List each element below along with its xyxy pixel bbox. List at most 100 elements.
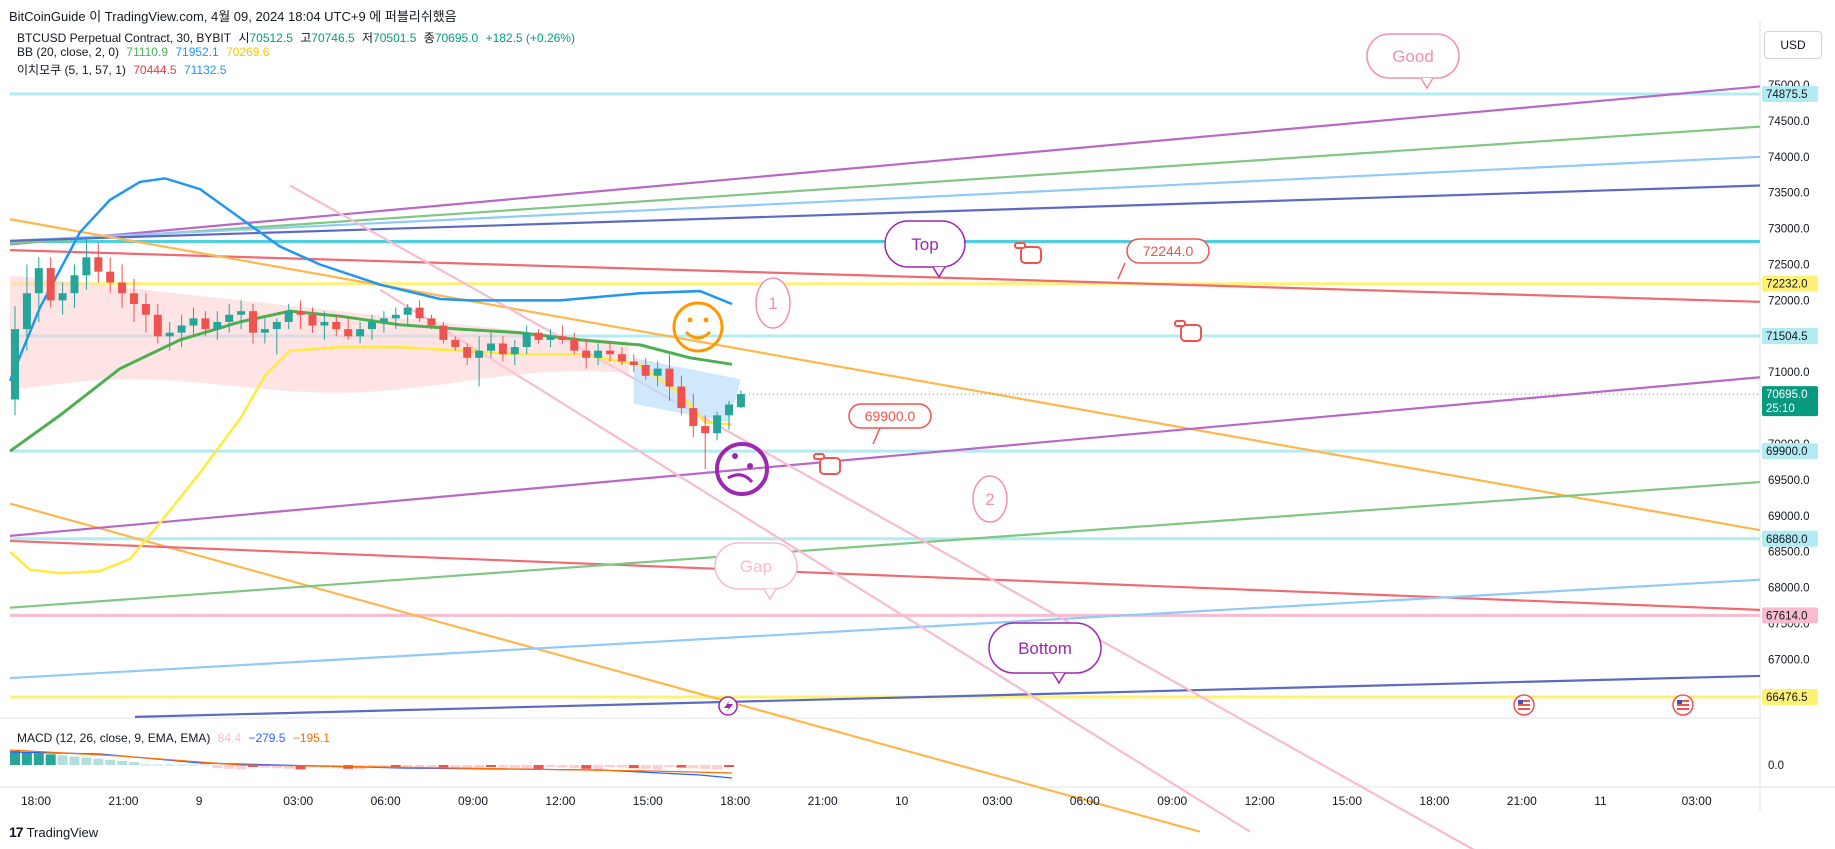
candle-body: [558, 336, 567, 340]
happy-face-eye: [703, 317, 709, 323]
price-tick-label: 74000.0: [1768, 152, 1810, 164]
flag-canton: [1677, 700, 1682, 704]
macd-histogram-bar: [557, 765, 568, 768]
macd-histogram-bar: [390, 765, 401, 769]
macd-histogram-bar: [700, 765, 711, 769]
price-tick-label: 68500.0: [1768, 547, 1810, 559]
open-value: 70512.5: [249, 31, 293, 45]
trend-line: [9, 249, 1761, 303]
callout-69900: 69900.0: [848, 403, 932, 429]
price-label-text: 66476.5: [1766, 692, 1808, 704]
flag-stripe: [1677, 700, 1689, 702]
sad-face-outline: [715, 442, 769, 496]
callout-bottom-text: Bottom: [1018, 639, 1072, 658]
price-label-text: 71504.5: [1766, 331, 1808, 343]
macd-histogram-bar: [10, 751, 20, 765]
time-tick-label: 12:00: [1245, 794, 1275, 808]
candle-body: [534, 332, 543, 340]
candle-body: [201, 318, 210, 330]
macd-histogram-bar: [640, 765, 651, 769]
trend-line: [289, 184, 1475, 849]
tradingview-logo-icon: 17: [9, 824, 24, 840]
high-value: 70746.5: [311, 31, 355, 45]
candle-body: [225, 314, 234, 322]
time-tick-label: 03:00: [283, 794, 313, 808]
candle-body: [641, 365, 650, 376]
macd-histogram-bar: [21, 752, 32, 765]
callout-good-text: Good: [1392, 47, 1434, 66]
candle-body: [403, 307, 412, 315]
candle-body: [689, 408, 698, 427]
time-tick-label: 9: [196, 794, 203, 808]
trend-line: [9, 125, 1761, 245]
callout-2-box: [972, 475, 1008, 523]
candle-body: [368, 321, 376, 330]
candle-body: [70, 275, 79, 294]
publisher-line: BitCoinGuide 이 TradingView.com, 4월 09, 2…: [9, 9, 457, 24]
callout-bottom-box: [988, 622, 1102, 674]
trend-line: [379, 288, 1251, 833]
callout-72244-pointer: [1117, 262, 1126, 280]
trend-line: [9, 480, 1761, 609]
sad-face-mouth: [727, 473, 754, 484]
time-tick-label: 09:00: [458, 794, 488, 808]
callout-gap-box: [714, 542, 798, 590]
price-tick-label: 73000.0: [1768, 224, 1810, 236]
callout-1-box: [755, 277, 791, 329]
macd-histogram-bar: [521, 765, 532, 769]
time-tick-label: 18:00: [1419, 794, 1449, 808]
candle-body: [284, 311, 293, 322]
happy-face-eye: [687, 317, 693, 323]
price-label-box: [1762, 327, 1818, 344]
callout-1: 1: [755, 277, 791, 329]
ichimoku-cloud: [10, 275, 629, 393]
price-tick-label: 68000.0: [1768, 583, 1810, 595]
bb-legend: BB (20, close, 2, 0) 71110.9 71952.1 702…: [17, 45, 273, 59]
candle-body: [11, 329, 19, 400]
hand-palm: [819, 457, 841, 475]
callout-good-tail: [1420, 77, 1434, 90]
callout-gap: Gap: [714, 542, 798, 601]
candle-body: [22, 293, 31, 330]
trend-line: [9, 539, 1761, 611]
time-tick-label: 18:00: [720, 794, 750, 808]
candle-body: [570, 339, 579, 351]
candle-body: [237, 311, 246, 315]
sad-face-icon: [715, 442, 769, 496]
macd-histogram-bar: [462, 765, 473, 769]
macd-histogram-bar: [33, 753, 44, 765]
bb-label: BB (20, close, 2, 0): [17, 45, 120, 59]
us-flag-event-icon: [1513, 694, 1535, 716]
hand-finger: [1174, 320, 1186, 327]
macd-histogram-bar: [45, 754, 56, 765]
time-tick-label: 15:00: [1332, 794, 1362, 808]
close-label: 종: [423, 31, 435, 45]
macd-zero-tick-label: 0.0: [1768, 760, 1784, 772]
macd-histogram-bar: [450, 765, 461, 769]
pointing-hand-icon: [1174, 320, 1202, 342]
ichimoku-cloud-future: [633, 357, 741, 423]
callout-top-text: Top: [911, 235, 938, 254]
time-tick-label: 09:00: [1157, 794, 1187, 808]
macd-histogram-bar: [117, 760, 128, 765]
pointing-hand-icon: [813, 453, 841, 475]
ichimoku-b: 71132.5: [183, 63, 227, 77]
macd-histogram-bar: [212, 765, 223, 769]
currency-button[interactable]: USD: [1764, 31, 1822, 59]
candle-body: [451, 339, 460, 348]
callout-1-text: 1: [768, 294, 777, 313]
candle-body: [725, 404, 733, 416]
candle-body: [736, 394, 745, 408]
hand-palm: [1020, 246, 1042, 264]
low-value: 70501.5: [373, 31, 417, 45]
price-label-text: 67614.0: [1766, 610, 1808, 622]
happy-face-smile: [684, 330, 712, 340]
flag-stripe: [1677, 708, 1689, 710]
flag-stripe: [1677, 704, 1689, 706]
candle-body: [582, 350, 591, 358]
trend-line: [9, 85, 1761, 246]
candle-body: [213, 321, 222, 330]
pointing-hand-icon: [1014, 242, 1042, 264]
candle-body: [677, 386, 686, 409]
